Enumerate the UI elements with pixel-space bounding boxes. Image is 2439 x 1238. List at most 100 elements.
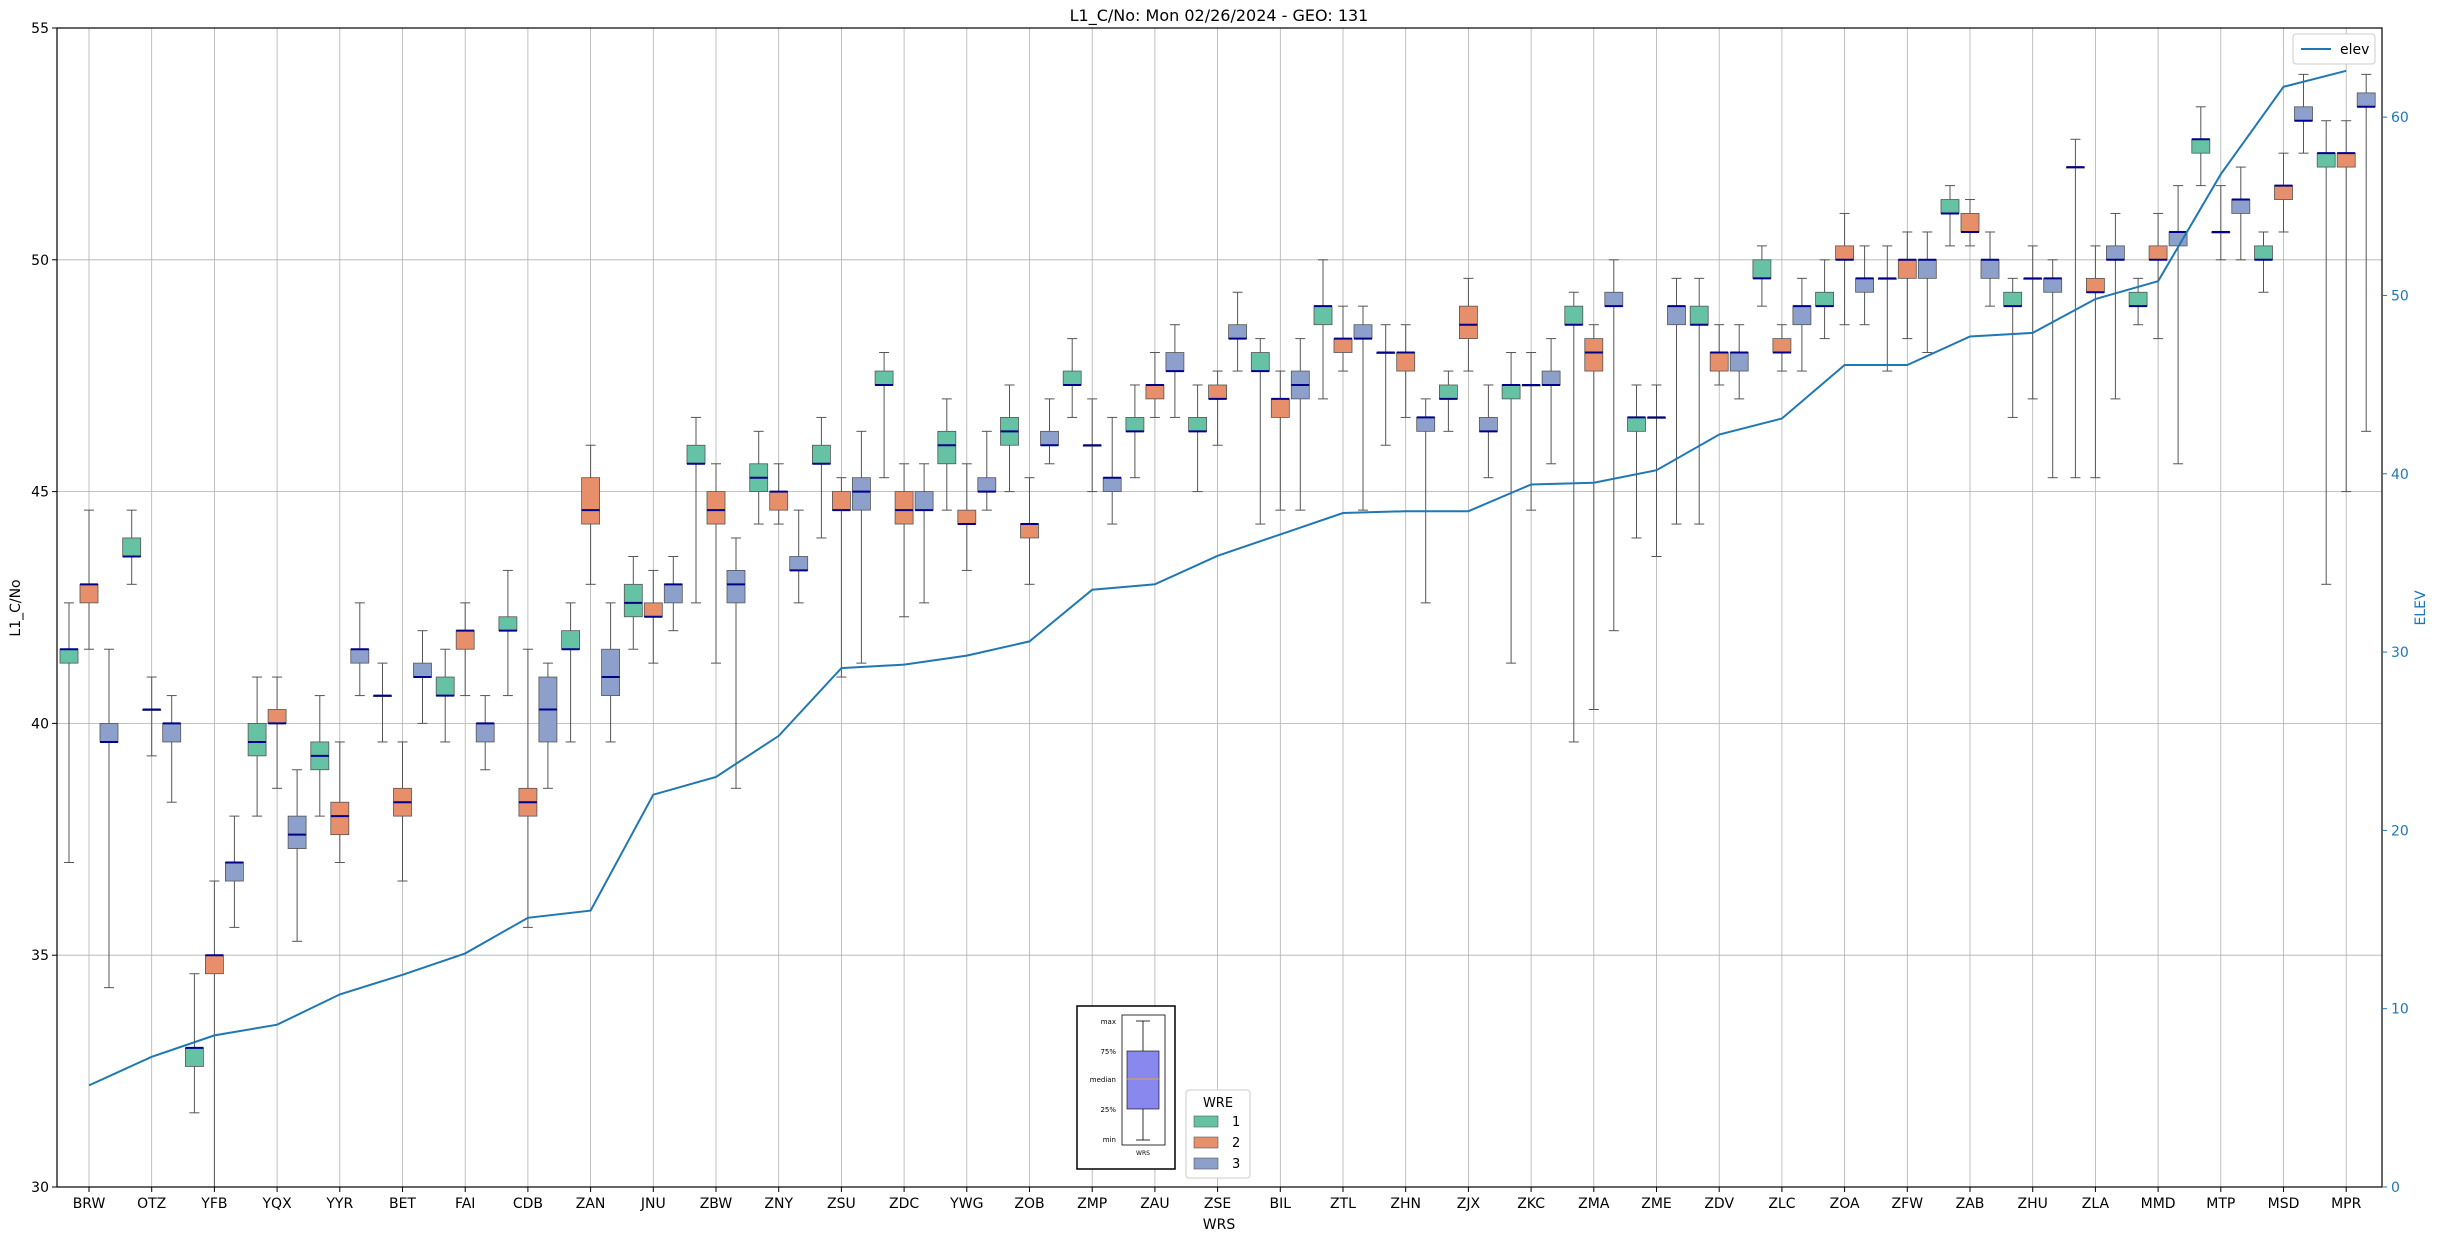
box-3-ZLC xyxy=(1792,277,1812,372)
box-1-YWG xyxy=(937,398,957,511)
box-1-YQX xyxy=(247,676,267,817)
box-iqr xyxy=(1772,338,1792,353)
box-iqr xyxy=(2105,245,2125,261)
box-3-ZDC xyxy=(914,463,934,604)
y2-tick-label: 30 xyxy=(2391,645,2409,661)
box-1-ZAB xyxy=(1940,185,1960,247)
x-tick-label: YQX xyxy=(262,1196,293,1212)
x-tick-label: ZME xyxy=(1641,1196,1672,1212)
box-iqr xyxy=(2274,185,2293,200)
box-iqr xyxy=(769,491,789,511)
box-iqr xyxy=(184,1047,204,1067)
box-iqr xyxy=(413,662,432,678)
box-2-ZLA xyxy=(2085,245,2105,479)
box-iqr xyxy=(162,723,182,743)
x-tick-label: ZKC xyxy=(1517,1196,1545,1212)
box-iqr xyxy=(561,630,580,650)
box-iqr xyxy=(1208,384,1227,400)
box-iqr xyxy=(2316,152,2336,168)
box-1-OTZ xyxy=(122,509,142,585)
box-iqr xyxy=(832,491,851,511)
box-2-ZDC xyxy=(894,463,914,618)
x-tick-label: OTZ xyxy=(137,1196,166,1212)
box-iqr xyxy=(498,616,518,632)
x-tick-label: ZDV xyxy=(1704,1196,1734,1212)
box-iqr xyxy=(287,815,307,849)
box-2-ZMA xyxy=(1584,324,1604,710)
x-tick-label: ZAB xyxy=(1956,1196,1985,1212)
y2-tick-label: 60 xyxy=(2391,110,2409,126)
y2-tick-label: 50 xyxy=(2391,288,2409,304)
elev-polyline xyxy=(88,69,2347,1087)
box-iqr xyxy=(1541,370,1561,386)
x-tick-label: ZAN xyxy=(576,1196,606,1212)
box-iqr xyxy=(1459,305,1478,340)
box-iqr xyxy=(1584,338,1604,372)
box-iqr xyxy=(1040,430,1059,446)
box-iqr xyxy=(435,676,455,696)
box-iqr xyxy=(2254,245,2273,261)
legend-entry-1: 1 xyxy=(1232,1115,1240,1130)
legend-swatch-3 xyxy=(1193,1157,1219,1170)
box-1-MMD xyxy=(2128,277,2148,326)
box-iqr xyxy=(1020,523,1039,539)
x-tick-label: FAI xyxy=(455,1196,475,1212)
inset-label-min: min xyxy=(1103,1136,1116,1144)
box-1-ZHU xyxy=(2003,277,2023,418)
box-2-ZAB xyxy=(1960,199,1980,247)
box-1-FAI xyxy=(435,648,455,743)
box-iqr xyxy=(2191,138,2211,154)
box-1-ZOA xyxy=(1815,259,1834,340)
box-iqr xyxy=(957,509,977,525)
box-1-ZFW xyxy=(1877,245,1897,372)
box-2-ZDV xyxy=(1709,324,1729,386)
box-3-MPR xyxy=(2356,73,2376,432)
box-iqr xyxy=(2043,277,2063,293)
box-3-YFB xyxy=(224,815,244,928)
box-2-ZAU xyxy=(1145,352,1165,418)
x-axis-label: WRS xyxy=(1203,1217,1236,1233)
x-tick-label: BET xyxy=(389,1196,416,1212)
legend-entry-2: 2 xyxy=(1232,1136,1240,1151)
box-iqr xyxy=(1228,324,1247,340)
box-2-MSD xyxy=(2274,152,2293,233)
x-tick-label: CDB xyxy=(513,1196,543,1212)
box-iqr xyxy=(1835,245,1854,261)
x-tick-label: ZDC xyxy=(889,1196,919,1212)
box-1-MPR xyxy=(2316,120,2336,585)
box-3-ZOA xyxy=(1855,245,1874,326)
x-tick-label: MTP xyxy=(2206,1196,2235,1212)
box-iqr xyxy=(643,602,663,618)
x-tick-label: ZHU xyxy=(2018,1196,2048,1212)
box-3-ZSE xyxy=(1228,291,1247,372)
box-iqr xyxy=(1145,384,1165,400)
box-1-ZDV xyxy=(1689,277,1709,525)
legend-wre: WRE 1 2 3 xyxy=(1185,1089,1251,1179)
box-2-ZNY xyxy=(769,463,789,525)
box-iqr xyxy=(1416,417,1436,432)
box-iqr xyxy=(1604,291,1624,307)
box-3-YWG xyxy=(977,430,997,511)
box-iqr xyxy=(350,648,370,664)
y-tick-label: 35 xyxy=(31,948,49,964)
box-iqr xyxy=(2356,92,2376,108)
legend-entry-3: 3 xyxy=(1232,1157,1240,1172)
x-tick-label: ZSU xyxy=(827,1196,856,1212)
box-1-ZMA xyxy=(1564,291,1584,743)
box-3-ZMA xyxy=(1604,259,1624,632)
x-tick-label: ZHN xyxy=(1390,1196,1421,1212)
box-iqr xyxy=(1353,324,1373,340)
plot-frame xyxy=(56,27,2383,1188)
box-1-ZBW xyxy=(686,416,706,604)
box-2-ZSU xyxy=(832,477,851,678)
box-iqr xyxy=(1792,305,1812,326)
box-iqr xyxy=(1479,417,1498,432)
box-3-ZAU xyxy=(1165,324,1185,418)
chart-title: L1_C/No: Mon 02/26/2024 - GEO: 131 xyxy=(1070,6,1369,26)
y-tick-label: 40 xyxy=(31,716,49,732)
box-iqr xyxy=(2294,106,2313,122)
box-1-ZAU xyxy=(1125,384,1145,479)
box-iqr xyxy=(455,630,475,650)
box-1-ZTL xyxy=(1313,259,1333,400)
box-2-JNU xyxy=(643,569,663,664)
